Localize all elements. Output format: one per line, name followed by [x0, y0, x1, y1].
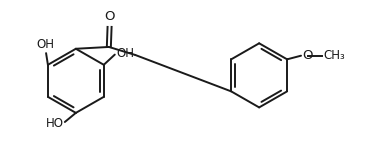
Text: OH: OH — [116, 47, 134, 60]
Text: HO: HO — [46, 117, 64, 130]
Text: O: O — [302, 49, 313, 62]
Text: CH₃: CH₃ — [323, 49, 345, 62]
Text: O: O — [104, 10, 115, 23]
Text: OH: OH — [36, 38, 54, 51]
